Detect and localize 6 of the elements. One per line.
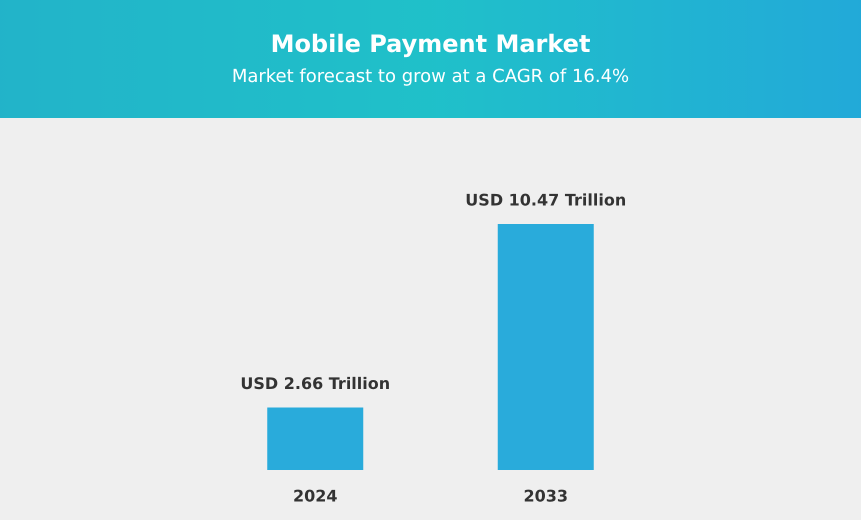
x-tick-label: 2033 (523, 486, 568, 506)
chart-subtitle: Market forecast to grow at a CAGR of 16.4% (230, 66, 630, 87)
chart-title: Mobile Payment Market (270, 30, 592, 58)
data-label: USD 2.66 Trillion (240, 374, 390, 393)
data-label: USD 10.47 Trillion (465, 190, 626, 210)
x-tick-label: 2024 (292, 486, 338, 506)
